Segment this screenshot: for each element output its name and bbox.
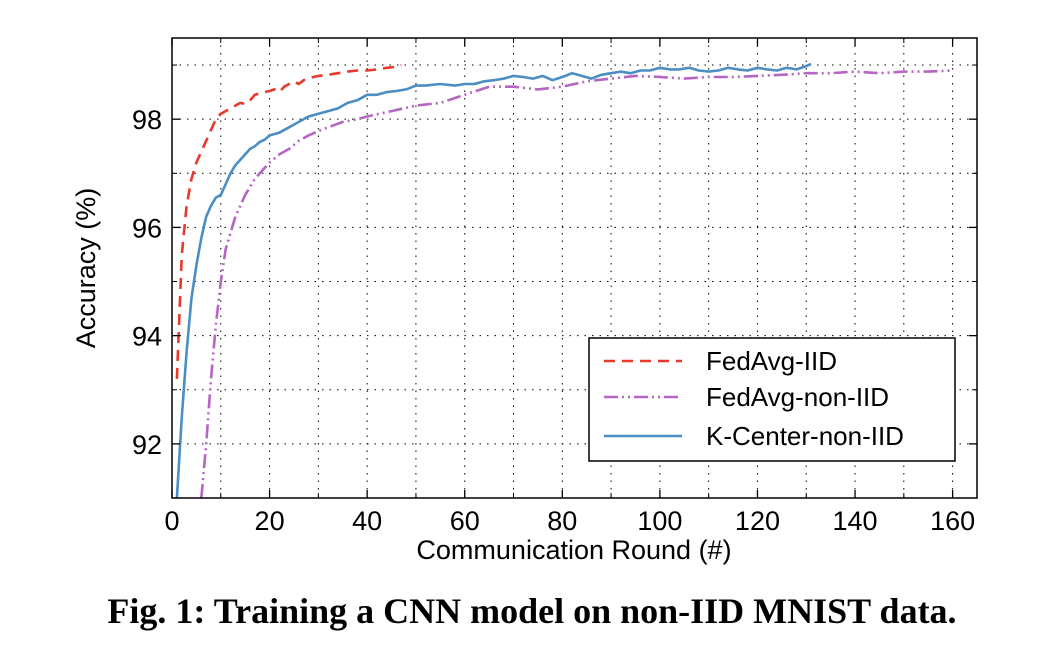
y-tick-label: 94	[132, 322, 162, 352]
legend-label-fedavg-iid: FedAvg-IID	[706, 346, 837, 376]
legend-label-fedavg-non-iid: FedAvg-non-IID	[706, 382, 889, 412]
x-tick-label: 20	[255, 506, 285, 536]
accuracy-chart: 0 20 40 60 80 100 120 140 160 92 94 96 98 Communicat…	[71, 37, 978, 565]
legend: FedAvg-IID FedAvg-non-IID K-Center-non-I…	[588, 337, 956, 462]
x-tick-label: 160	[930, 506, 975, 536]
x-tick-label: 40	[352, 506, 382, 536]
x-tick-label: 120	[735, 506, 780, 536]
series-line-k-center-non-iid	[175, 62, 812, 499]
axis-tick-labels: 0 20 40 60 80 100 120 140 160 92 94 96 98	[132, 105, 975, 536]
x-tick-label: 0	[164, 506, 179, 536]
x-tick-label: 60	[450, 506, 480, 536]
x-tick-label: 100	[637, 506, 682, 536]
x-tick-label: 140	[832, 506, 877, 536]
x-axis-label: Communication Round (#)	[416, 535, 731, 565]
figure-caption: Fig. 1: Training a CNN model on non-IID …	[107, 591, 957, 631]
legend-box	[588, 337, 956, 462]
x-tick-label: 80	[547, 506, 577, 536]
axis-ticks	[171, 38, 977, 499]
y-axis-label: Accuracy (%)	[71, 188, 101, 349]
series-lines	[175, 62, 953, 499]
plot-frame	[171, 37, 978, 499]
legend-label-k-center-non-iid: K-Center-non-IID	[706, 421, 904, 451]
y-tick-label: 98	[132, 105, 162, 135]
y-tick-label: 92	[132, 430, 162, 460]
series-line-fedavg-iid	[175, 63, 402, 379]
y-tick-label: 96	[132, 213, 162, 243]
